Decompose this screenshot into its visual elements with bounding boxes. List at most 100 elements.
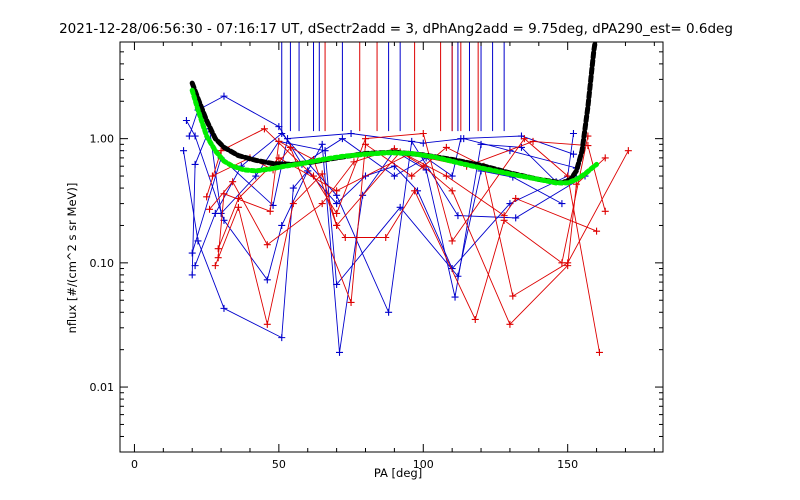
data-point-blue xyxy=(263,276,271,284)
y-tick-label: 0.01 xyxy=(90,381,115,394)
data-point-red xyxy=(471,315,479,323)
data-point-red xyxy=(234,194,242,202)
data-point-red xyxy=(260,125,268,133)
data-point-red xyxy=(520,135,528,143)
x-tick-label: 100 xyxy=(413,458,434,471)
data-point-blue xyxy=(512,214,520,222)
data-point-red xyxy=(203,193,211,201)
chart-title: 2021-12-28/06:56:30 - 07:16:17 UT, dSect… xyxy=(59,21,733,37)
data-point-red xyxy=(318,200,326,208)
x-tick-label: 0 xyxy=(131,458,138,471)
data-point-red xyxy=(448,187,456,195)
data-point-blue xyxy=(336,348,344,356)
data-point-red xyxy=(382,234,390,241)
data-point-red xyxy=(362,140,370,148)
data-point-blue xyxy=(385,308,393,316)
y-axis-label: nflux [#/(cm^2 s sr MeV)] xyxy=(65,183,79,334)
data-point-blue xyxy=(220,92,228,100)
data-point-red xyxy=(509,292,517,300)
data-point-red xyxy=(211,262,219,270)
data-point-blue xyxy=(422,166,430,174)
data-point-blue xyxy=(220,304,228,312)
data-point-blue xyxy=(390,172,398,180)
data-point-red xyxy=(442,143,450,151)
data-point-blue xyxy=(333,280,341,288)
data-point-blue xyxy=(278,130,286,138)
data-point-red xyxy=(500,212,508,220)
data-point-red xyxy=(214,254,222,262)
data-point-red xyxy=(529,137,537,145)
data-point-blue xyxy=(275,123,283,131)
data-point-blue xyxy=(451,293,459,301)
data-point-blue xyxy=(454,212,462,220)
y-axis: 0.01 0.10 1.00 xyxy=(90,41,663,453)
data-point-blue xyxy=(558,200,566,208)
plot-content xyxy=(180,42,632,356)
y-tick-label: 0.10 xyxy=(90,257,115,270)
data-point-blue xyxy=(454,272,462,280)
data-point-red xyxy=(347,298,355,306)
data-point-red xyxy=(595,348,603,356)
data-point-red xyxy=(341,234,349,241)
data-point-red xyxy=(448,237,456,245)
data-point-blue xyxy=(188,271,196,279)
y-tick-label: 1.00 xyxy=(90,133,115,146)
data-point-red xyxy=(419,130,427,138)
data-point-red xyxy=(333,209,341,217)
data-point-blue xyxy=(333,200,341,208)
data-point-red xyxy=(593,227,601,235)
data-point-red xyxy=(208,172,216,180)
series-line-blue xyxy=(186,120,577,353)
data-point-red xyxy=(275,154,283,162)
x-tick-label: 50 xyxy=(272,458,286,471)
data-point-red xyxy=(506,320,514,328)
x-axis-label: PA [deg] xyxy=(374,466,422,480)
data-point-blue xyxy=(252,172,260,180)
data-point-blue xyxy=(188,249,196,257)
data-point-red xyxy=(206,205,214,213)
data-point-blue xyxy=(318,140,326,148)
data-point-red xyxy=(333,187,341,195)
data-point-blue xyxy=(278,221,286,229)
data-point-red xyxy=(584,142,592,150)
data-point-red xyxy=(275,137,283,145)
plot-area xyxy=(180,42,632,356)
data-point-blue xyxy=(569,150,577,158)
fit-curve-green xyxy=(189,87,600,186)
data-point-blue xyxy=(347,130,355,138)
data-point-red xyxy=(229,178,237,186)
data-point-red xyxy=(217,147,225,155)
x-tick-label: 150 xyxy=(557,458,578,471)
data-point-red xyxy=(234,203,242,211)
data-point-red xyxy=(318,170,326,178)
data-point-red xyxy=(442,172,450,180)
data-point-blue xyxy=(278,334,286,342)
series-line-blue xyxy=(188,95,574,177)
data-point-red xyxy=(263,320,271,328)
data-point-red xyxy=(601,207,609,215)
data-point-blue xyxy=(191,160,199,168)
data-point-blue xyxy=(211,209,219,217)
series-line-blue xyxy=(194,132,586,314)
data-point-red xyxy=(333,221,341,229)
data-point-red xyxy=(601,154,609,162)
data-point-blue xyxy=(182,117,190,124)
data-point-blue xyxy=(185,132,193,140)
data-point-blue xyxy=(517,143,525,151)
data-point-red xyxy=(564,262,572,270)
data-point-red xyxy=(624,147,632,155)
data-point-red xyxy=(408,172,416,180)
data-point-blue xyxy=(284,135,292,143)
plot-frame xyxy=(119,41,664,453)
series-line-blue xyxy=(183,133,574,339)
data-point-red xyxy=(350,158,358,166)
data-point-blue xyxy=(569,130,577,138)
data-point-blue xyxy=(460,135,468,143)
data-point-blue xyxy=(477,140,485,148)
data-point-blue xyxy=(180,147,188,155)
data-point-blue xyxy=(191,262,199,270)
data-point-red xyxy=(289,200,297,208)
data-point-red xyxy=(512,194,520,202)
data-point-blue xyxy=(338,135,346,143)
